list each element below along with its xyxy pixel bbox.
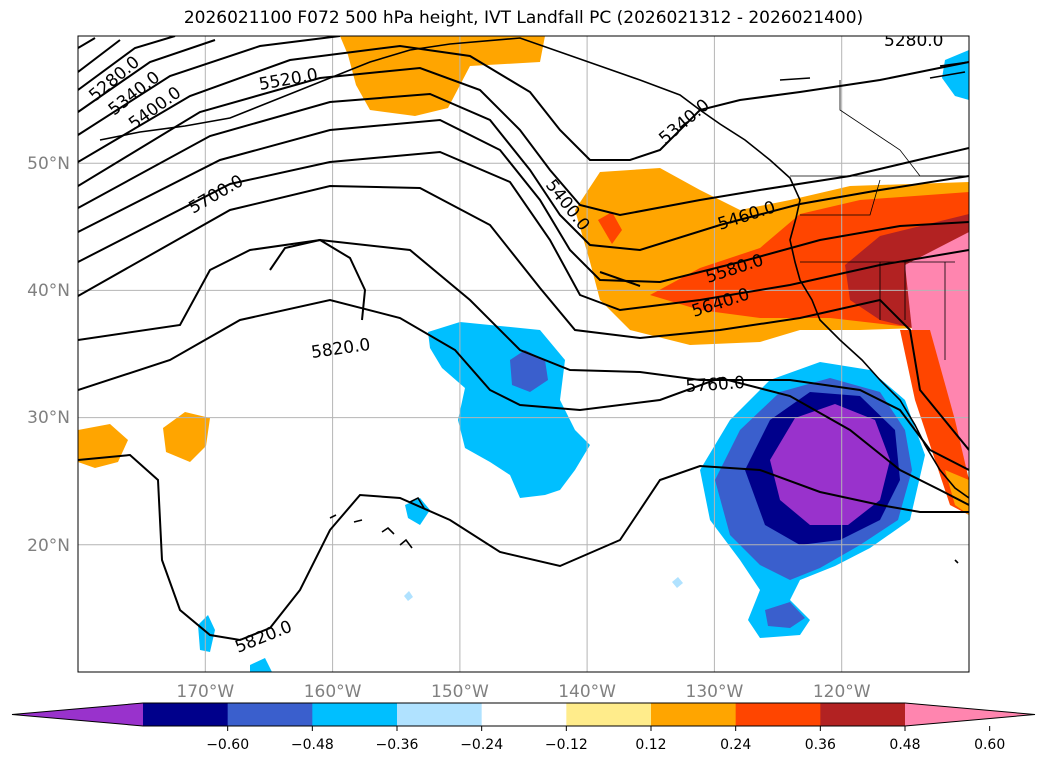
lat-tick-label: 40°N [27,281,70,301]
colorbar-bin [143,703,229,726]
ivt-positive-small1 [78,424,128,468]
lat-tick-labels: 50°N 40°N 30°N 20°N [27,154,70,556]
ivt-negative-small5 [404,591,413,601]
colorbar-tick-label: −0.48 [291,737,334,753]
colorbar-tick-label: −0.24 [460,737,503,753]
colorbar-bin [820,703,906,726]
ivt-negative-small4 [672,577,683,588]
lat-tick-label: 30°N [27,408,70,428]
height-contours [78,36,969,642]
axes-frame [77,35,970,673]
colorbar-tick-label: −0.60 [206,737,249,753]
contour-5820-south [78,453,969,642]
colorbar-tick-label: 0.36 [805,737,836,753]
contour-label: 5760.0 [685,373,746,397]
borders [790,80,969,360]
ivt-positive-small2 [163,412,210,462]
colorbar-tick-label: −0.12 [545,737,588,753]
ivt-negative-tail [765,602,805,628]
colorbar-bin [312,703,398,726]
lat-tick-label: 20°N [27,536,70,556]
lon-tick-label: 120°W [813,682,871,702]
contour-label: 5820.0 [310,335,372,363]
colorbar-bin [227,703,313,726]
colorbar-tick-label: 0.60 [974,737,1005,753]
lon-tick-label: 130°W [686,682,744,702]
colorbar-extend-low [12,703,143,726]
ivt-negative-main-60 [770,404,890,525]
contour-label: 5340.0 [655,95,713,149]
contour-5400 [78,39,216,113]
contour-5820-north [269,238,367,321]
lon-tick-label: 160°W [304,682,362,702]
lon-tick-label: 170°W [176,682,234,702]
colorbar-tick-label: 0.24 [720,737,751,753]
contour-label: 5820.0 [232,617,295,658]
colorbar-bin [735,703,821,726]
colorbar-tick-label: −0.36 [376,737,419,753]
lon-tick-labels: 170°W 160°W 150°W 140°W 130°W 120°W [176,682,870,702]
map-title: 2026021100 F072 500 hPa height, IVT Land… [183,8,864,28]
gridlines [78,36,969,672]
ivt-negative-small1 [405,498,430,525]
ivt-negative-small3 [250,658,272,672]
ivt-negative-small2 [198,615,215,652]
contour-5340 [78,36,176,91]
colorbar-outline [11,702,1036,727]
colorbar-tick-label: 0.48 [889,737,920,753]
ivt-shading [78,36,969,672]
contour-label: 5700.0 [186,171,248,218]
ivt-negative-central-36 [510,350,548,392]
colorbar-bin [651,703,737,726]
colorbar-bin [481,703,567,726]
map-axes: 5280.0 5340.0 5400.0 5520.0 5700.0 5820.… [78,31,969,672]
contour-5280 [78,37,96,49]
contour-5760 [78,238,969,471]
lon-tick-label: 140°W [558,682,616,702]
contour-label: 5280.0 [884,31,943,51]
colorbar-extend-high [905,703,1035,726]
colorbar: −0.60 −0.48 −0.36 −0.24 −0.12 0.12 0.24 0.36 0.4… [11,702,1036,753]
lat-tick-label: 50°N [27,154,70,174]
ivt-positive-southcal [945,470,969,515]
colorbar-tick-label: 0.12 [635,737,666,753]
contour-5280b [78,39,121,73]
colorbar-bin [566,703,652,726]
colorbar-bin [397,703,483,726]
ivt-positive-smallbay [598,212,622,244]
lon-tick-label: 150°W [431,682,489,702]
